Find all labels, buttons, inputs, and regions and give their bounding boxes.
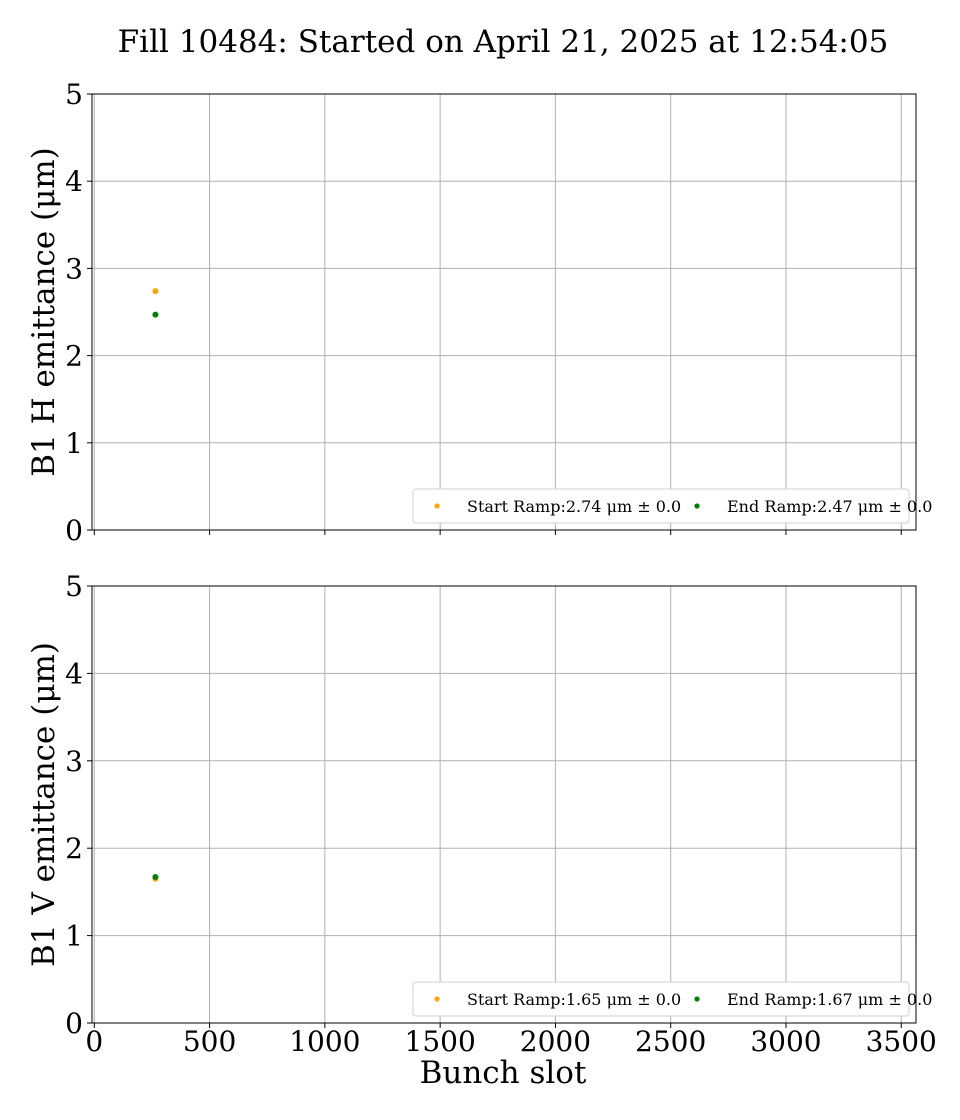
data-point bbox=[152, 874, 159, 881]
x-tick-label: 3000 bbox=[750, 1025, 821, 1058]
y-tick-label: 5 bbox=[65, 78, 83, 111]
legend-box bbox=[412, 981, 910, 1017]
y-tick-label: 2 bbox=[65, 340, 83, 373]
y-tick-label: 3 bbox=[65, 745, 83, 778]
plot-frame bbox=[91, 93, 917, 531]
legend-entry: End Ramp:2.47 μm ± 0.0 bbox=[727, 497, 932, 516]
x-tick-label: 500 bbox=[183, 1025, 236, 1058]
legend-entry: End Ramp:1.67 μm ± 0.0 bbox=[727, 990, 932, 1009]
x-tick-label: 1000 bbox=[289, 1025, 360, 1058]
panel-2: 0 1 2 3 4 5 0 500 1000 1500 2000 2500 3000 3500 B1 V e… bbox=[26, 570, 937, 1058]
x-tick-label: 1500 bbox=[405, 1025, 476, 1058]
legend-entry: Start Ramp:1.65 μm ± 0.0 bbox=[467, 990, 681, 1009]
x-tick-label: 2500 bbox=[635, 1025, 706, 1058]
y-tick-label: 0 bbox=[65, 1007, 83, 1040]
legend-marker bbox=[434, 996, 440, 1002]
y-tick-label: 2 bbox=[65, 832, 83, 865]
legend: Start Ramp:2.74 μm ± 0.0 End Ramp:2.47 μm… bbox=[412, 488, 932, 524]
legend: Start Ramp:1.65 μm ± 0.0 End Ramp:1.67 μm… bbox=[412, 981, 932, 1017]
x-tick-label: 2000 bbox=[520, 1025, 591, 1058]
legend-box bbox=[412, 488, 910, 524]
legend-marker bbox=[694, 503, 700, 509]
gridlines bbox=[92, 585, 916, 1024]
y-tick-label: 1 bbox=[65, 920, 83, 953]
chart-title: Fill 10484: Started on April 21, 2025 at… bbox=[118, 24, 889, 60]
y-axis-label: B1 H emittance (μm) bbox=[26, 147, 62, 477]
gridlines bbox=[92, 93, 916, 531]
y-tick-label: 1 bbox=[65, 427, 83, 460]
y-axis-label: B1 V emittance (μm) bbox=[26, 642, 62, 967]
data-point bbox=[152, 288, 159, 295]
y-tick-label: 4 bbox=[65, 165, 83, 198]
panel-1: 0 1 2 3 4 5 B1 H emittance (μm) Start Ramp:2.74… bbox=[26, 78, 932, 547]
legend-marker bbox=[434, 503, 440, 509]
legend-entry: Start Ramp:2.74 μm ± 0.0 bbox=[467, 497, 681, 516]
x-tick-label: 0 bbox=[85, 1025, 103, 1058]
x-tick-label: 3500 bbox=[866, 1025, 937, 1058]
x-axis-label: Bunch slot bbox=[420, 1055, 587, 1091]
plot-frame bbox=[91, 585, 917, 1024]
y-tick-label: 4 bbox=[65, 657, 83, 690]
y-tick-label: 5 bbox=[65, 570, 83, 603]
legend-marker bbox=[694, 996, 700, 1002]
data-point bbox=[152, 311, 159, 318]
y-tick-label: 0 bbox=[65, 514, 83, 547]
y-tick-label: 3 bbox=[65, 252, 83, 285]
